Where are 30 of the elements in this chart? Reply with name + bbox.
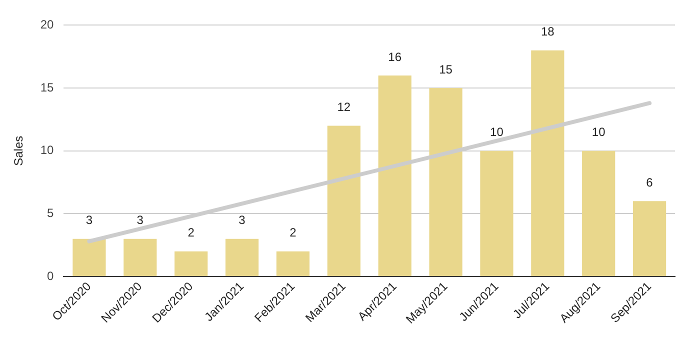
data-label: 16 bbox=[388, 50, 402, 64]
y-tick-label: 20 bbox=[40, 18, 54, 32]
data-label: 3 bbox=[86, 213, 93, 228]
y-tick-label: 15 bbox=[40, 80, 54, 94]
bar bbox=[72, 238, 106, 276]
data-label: 10 bbox=[592, 125, 606, 140]
data-label: 12 bbox=[337, 100, 351, 114]
bar bbox=[531, 50, 564, 276]
data-label: 10 bbox=[490, 125, 504, 140]
bar bbox=[327, 126, 360, 276]
data-label: 18 bbox=[540, 24, 555, 39]
bar bbox=[632, 201, 666, 276]
data-label: 3 bbox=[136, 213, 144, 228]
data-label: 15 bbox=[439, 62, 453, 76]
bar bbox=[276, 251, 310, 276]
y-tick-label: 0 bbox=[47, 268, 54, 283]
bar bbox=[378, 75, 412, 276]
bar bbox=[124, 238, 157, 276]
data-label: 3 bbox=[238, 213, 246, 228]
bar bbox=[429, 88, 462, 276]
y-tick-label: 5 bbox=[47, 206, 54, 220]
y-axis-title: Sales bbox=[12, 136, 26, 166]
data-label: 2 bbox=[290, 226, 297, 240]
data-label: 6 bbox=[646, 175, 654, 190]
bar bbox=[225, 238, 259, 276]
bar bbox=[174, 251, 208, 276]
bar bbox=[582, 150, 616, 276]
bar bbox=[480, 150, 514, 276]
data-label: 2 bbox=[188, 226, 195, 240]
y-tick-label: 10 bbox=[40, 143, 54, 158]
